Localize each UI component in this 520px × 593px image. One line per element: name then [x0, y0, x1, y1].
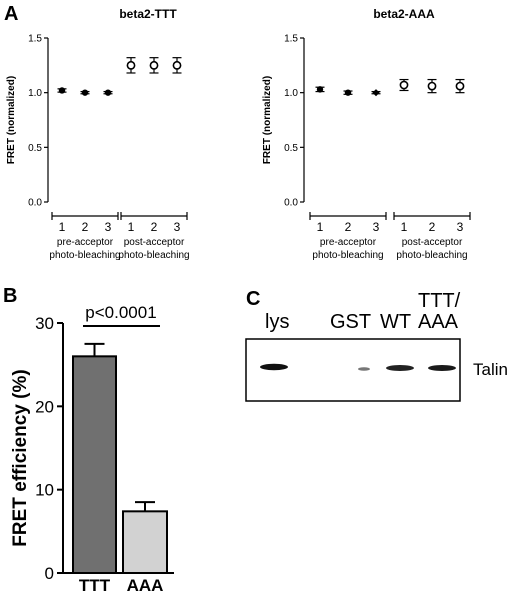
- blot-lane-label-wt: WT: [380, 311, 411, 333]
- blot-lane-label-gst: GST: [330, 311, 371, 333]
- a2-y-tick-label-3: 1.5: [284, 34, 298, 45]
- blot-membrane: [245, 338, 461, 402]
- blot-lane-label-ttt: TTT/: [418, 290, 461, 312]
- a2-marker-2: [372, 89, 380, 97]
- a2-point-0: [315, 86, 325, 93]
- b-bar-ttt: [72, 355, 117, 575]
- a1-marker-0: [58, 87, 66, 94]
- b-y-axis-label: FRET efficiency (%): [10, 369, 31, 546]
- a1-marker-1: [81, 89, 89, 96]
- panel-letter-a: A: [4, 3, 18, 25]
- b-p-value-annotation: p<0.0001: [85, 303, 156, 322]
- chart-a-beta2-ttt: beta2-TTT FRET (normalized) 0.0 0.5 1.0 1.5 1 2…: [6, 7, 190, 261]
- a2-marker-4: [427, 81, 437, 91]
- a1-y-tick-label-1: 0.5: [28, 143, 42, 154]
- a2-x-tick-label-1: 2: [345, 220, 352, 234]
- a1-group-label-line2-1: photo-bleaching: [118, 250, 189, 261]
- b-y-tick-label-0: 0: [45, 564, 54, 583]
- a1-x-tick-label-2: 3: [105, 220, 112, 234]
- a2-group-label-line2-1: photo-bleaching: [396, 250, 467, 261]
- a1-title: beta2-TTT: [119, 7, 177, 21]
- a1-y-tick-label-0: 0.0: [28, 198, 42, 209]
- a2-x-tick-label-4: 2: [429, 220, 436, 234]
- a2-y-tick-label-0: 0.0: [284, 198, 298, 209]
- a2-marker-5: [455, 81, 465, 91]
- blot-band-gst: [358, 367, 370, 371]
- a1-y-tick-label-2: 1.0: [28, 88, 42, 99]
- a1-x-tick-label-1: 2: [82, 220, 89, 234]
- a1-marker-5: [172, 60, 182, 70]
- a1-x-tick-label-0: 1: [59, 220, 66, 234]
- a1-point-2: [103, 89, 113, 96]
- a1-marker-2: [104, 89, 112, 96]
- a2-point-2: [371, 89, 381, 97]
- a2-x-tick-label-0: 1: [317, 220, 324, 234]
- a2-point-1: [343, 89, 353, 96]
- a1-point-0: [57, 87, 67, 94]
- a2-marker-3: [399, 80, 409, 90]
- b-y-tick-label-2: 20: [35, 397, 54, 416]
- chart-a-beta2-aaa: beta2-AAA FRET (normalized) 0.0 0.5 1.0 1.5 1 2…: [262, 7, 471, 261]
- a1-group-label-line1-0: pre-acceptor: [57, 237, 114, 248]
- b-y-tick-label-1: 10: [35, 481, 54, 500]
- a1-y-tick-label-3: 1.5: [28, 34, 42, 45]
- blot-protein-label: Talin: [473, 360, 508, 379]
- a1-x-tick-label-4: 2: [151, 220, 158, 234]
- a2-y-axis-label: FRET (normalized): [262, 76, 273, 164]
- a2-marker-0: [316, 86, 324, 93]
- blot-lane-label-aaa: AAA: [418, 311, 459, 333]
- a1-x-tick-label-5: 3: [174, 220, 181, 234]
- blot-band-ttt-aaa: [428, 365, 456, 371]
- panel-letter-b: B: [3, 285, 17, 307]
- a1-x-tick-label-3: 1: [128, 220, 135, 234]
- chart-b-fret-efficiency: FRET efficiency (%) 0 10 20 30 TTT AAA p<0.0001: [10, 303, 174, 593]
- a2-x-tick-label-3: 1: [401, 220, 408, 234]
- a2-group-label-line1-1: post-acceptor: [402, 237, 463, 248]
- b-x-tick-label-0: TTT: [79, 576, 111, 593]
- a2-x-tick-label-2: 3: [373, 220, 380, 234]
- a2-title: beta2-AAA: [373, 7, 435, 21]
- a1-point-4: [149, 57, 159, 74]
- a2-y-tick-label-1: 0.5: [284, 143, 298, 154]
- a2-marker-1: [344, 89, 352, 96]
- a1-point-5: [172, 57, 182, 74]
- a1-group-label-line1-1: post-acceptor: [124, 237, 185, 248]
- a2-point-4: [427, 78, 437, 94]
- a1-point-3: [126, 57, 136, 74]
- panel-letter-c: C: [246, 288, 260, 310]
- b-bar-aaa: [122, 510, 168, 575]
- a1-marker-4: [149, 60, 159, 70]
- western-blot: lys GST WT TTT/ AAA Talin: [245, 290, 508, 402]
- blot-band-lys: [260, 363, 288, 371]
- a2-point-5: [455, 78, 465, 94]
- a2-point-3: [399, 78, 409, 92]
- a2-x-tick-label-5: 3: [457, 220, 464, 234]
- blot-band-wt: [386, 365, 414, 371]
- blot-lane-label-lys: lys: [265, 311, 289, 333]
- b-x-tick-label-1: AAA: [127, 576, 164, 593]
- a1-y-axis-label: FRET (normalized): [6, 76, 17, 164]
- a2-group-label-line1-0: pre-acceptor: [320, 237, 377, 248]
- a2-group-label-line2-0: photo-bleaching: [312, 250, 383, 261]
- a1-group-label-line2-0: photo-bleaching: [49, 250, 120, 261]
- b-y-tick-label-3: 30: [35, 314, 54, 333]
- a2-y-tick-label-2: 1.0: [284, 88, 298, 99]
- a1-marker-3: [126, 60, 136, 70]
- a1-point-1: [80, 89, 90, 96]
